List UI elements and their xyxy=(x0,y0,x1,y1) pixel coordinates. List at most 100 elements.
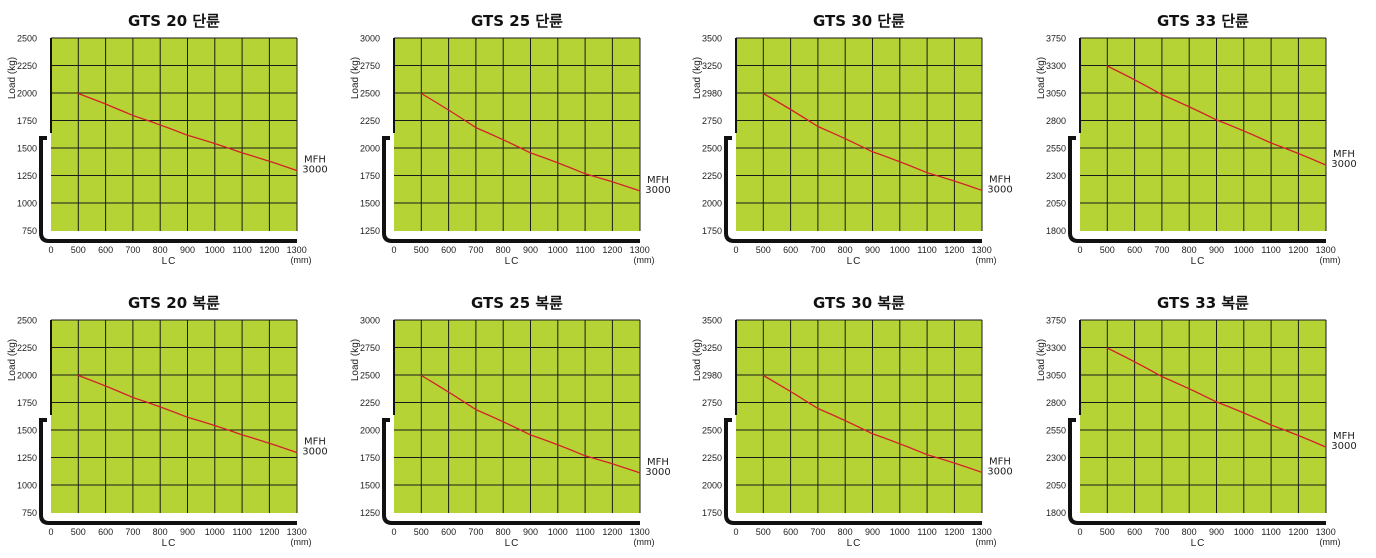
y-tick-label: 1750 xyxy=(702,508,722,518)
data-point xyxy=(132,396,134,399)
data-point xyxy=(1215,401,1218,403)
x-tick-label: 700 xyxy=(1154,527,1169,537)
chart-title: GTS 33 단륜 xyxy=(1157,12,1249,30)
y-axis-label: Load (kg) xyxy=(7,339,18,381)
x-tick-label: 0 xyxy=(733,245,738,255)
x-unit-label: (mm) xyxy=(634,255,655,265)
x-unit-label: (mm) xyxy=(1320,537,1341,547)
data-point xyxy=(241,152,243,154)
chart-1: GTS 20 단륜 750 1000 1250 1500 1750 2000 2250 2500… xyxy=(7,12,328,267)
x-tick-label: 0 xyxy=(733,527,738,537)
x-tick-label: 900 xyxy=(523,527,538,537)
series-label-line1: MFH xyxy=(304,437,326,448)
y-tick-label: 3250 xyxy=(702,343,722,353)
y-tick-label: 2000 xyxy=(702,481,722,491)
y-tick-label: 750 xyxy=(22,508,37,518)
x-tick-label: 1100 xyxy=(917,245,936,255)
data-point xyxy=(871,151,874,153)
x-tick-label: 1200 xyxy=(944,245,964,255)
data-point xyxy=(475,127,477,129)
data-point xyxy=(1270,424,1272,426)
y-tick-label: 1750 xyxy=(360,171,380,181)
chart-title: GTS 33 복륜 xyxy=(1157,294,1249,312)
x-tick-label: 700 xyxy=(125,527,140,537)
x-tick-label: 800 xyxy=(153,527,168,537)
data-point xyxy=(132,114,134,117)
data-point xyxy=(639,472,641,474)
x-axis-label: LC xyxy=(847,538,862,549)
data-point xyxy=(420,92,422,95)
x-axis-label: LC xyxy=(162,538,177,549)
y-axis-label: Load (kg) xyxy=(1036,57,1047,99)
x-tick-label: 1100 xyxy=(917,527,936,537)
y-tick-label: 2500 xyxy=(360,371,380,381)
x-tick-label: 1000 xyxy=(548,527,568,537)
x-axis-label: LC xyxy=(162,256,177,267)
y-tick-label: 1000 xyxy=(17,481,37,491)
x-tick-label: 900 xyxy=(865,245,880,255)
y-tick-label: 3500 xyxy=(702,34,722,44)
x-tick-label: 600 xyxy=(98,245,113,255)
series-label-line1: MFH xyxy=(304,155,326,166)
x-tick-label: 800 xyxy=(1182,245,1197,255)
data-point xyxy=(296,451,298,454)
plot-area xyxy=(736,38,982,231)
y-tick-label: 2550 xyxy=(1046,144,1066,154)
x-axis-label: LC xyxy=(1191,538,1206,549)
axis-break-bracket xyxy=(39,136,297,243)
x-unit-label: (mm) xyxy=(291,255,312,265)
y-tick-label: 1500 xyxy=(17,426,37,436)
x-tick-label: 900 xyxy=(180,245,195,255)
plot-area xyxy=(394,320,640,513)
chart-title: GTS 30 복륜 xyxy=(813,294,905,312)
axis-break-bracket xyxy=(1068,418,1326,525)
y-tick-label: 2750 xyxy=(360,61,380,71)
grid-lines xyxy=(51,37,298,231)
x-tick-label: 1100 xyxy=(232,527,251,537)
y-tick-label: 1500 xyxy=(360,481,380,491)
x-tick-label: 700 xyxy=(468,245,483,255)
data-point xyxy=(296,169,298,172)
axis-break-bracket xyxy=(382,136,640,243)
x-axis-label: LC xyxy=(505,538,520,549)
data-point xyxy=(584,455,586,457)
x-tick-label: 900 xyxy=(865,527,880,537)
plot-area xyxy=(1080,38,1326,231)
plot-area xyxy=(51,320,297,513)
y-tick-label: 3300 xyxy=(1046,61,1066,71)
x-tick-label: 500 xyxy=(71,245,86,255)
x-tick-label: 1200 xyxy=(602,245,622,255)
data-point xyxy=(77,92,79,95)
data-point xyxy=(981,189,983,191)
x-tick-label: 1300 xyxy=(972,245,992,255)
x-tick-label: 500 xyxy=(756,245,771,255)
y-tick-label: 1750 xyxy=(17,116,37,126)
x-tick-label: 600 xyxy=(783,527,798,537)
data-point xyxy=(420,374,422,377)
x-axis-label: LC xyxy=(847,256,862,267)
chart-6: GTS 25 복륜 1250 1500 1750 2000 2250 2500 2750 300… xyxy=(350,294,671,549)
x-tick-label: 1000 xyxy=(1234,245,1254,255)
x-tick-label: 1200 xyxy=(1288,527,1308,537)
data-point xyxy=(817,125,819,128)
y-tick-label: 2980 xyxy=(702,371,722,381)
x-tick-label: 1300 xyxy=(1316,527,1336,537)
y-tick-label: 1250 xyxy=(17,171,37,181)
data-point xyxy=(1161,94,1163,96)
x-tick-label: 700 xyxy=(468,527,483,537)
y-tick-label: 1800 xyxy=(1046,508,1066,518)
x-tick-label: 1100 xyxy=(1261,245,1280,255)
data-point xyxy=(1215,119,1218,121)
grid-lines xyxy=(51,319,298,513)
y-tick-label: 2000 xyxy=(360,426,380,436)
series-label-line1: MFH xyxy=(1333,149,1355,160)
x-tick-label: 700 xyxy=(810,245,825,255)
x-tick-label: 600 xyxy=(441,527,456,537)
x-tick-label: 1300 xyxy=(287,527,307,537)
axis-break-bracket xyxy=(39,418,297,525)
x-tick-label: 0 xyxy=(1077,527,1082,537)
x-tick-label: 800 xyxy=(153,245,168,255)
y-axis-label: Load (kg) xyxy=(692,339,703,381)
data-point xyxy=(1325,446,1327,448)
